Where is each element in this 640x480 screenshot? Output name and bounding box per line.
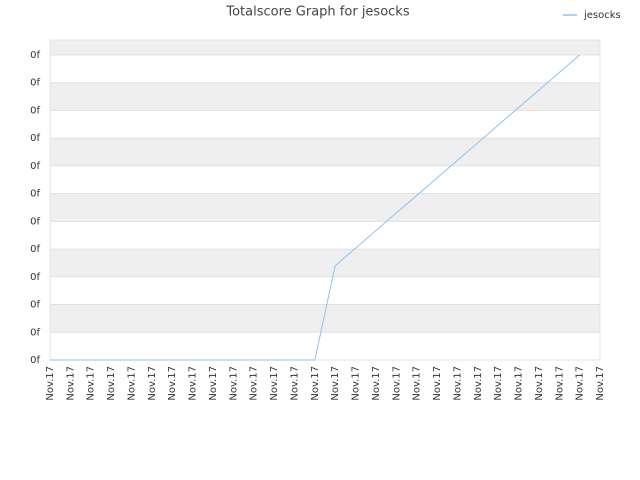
x-tick-label: Nov.17 xyxy=(595,366,606,401)
plot-band xyxy=(50,54,600,83)
x-tick-label: Nov.17 xyxy=(310,366,321,401)
plot-band xyxy=(50,221,600,250)
series-line xyxy=(50,54,580,361)
y-tick-label: 0f xyxy=(30,272,40,283)
x-tick-label: Nov.17 xyxy=(126,366,137,401)
x-tick-label: Nov.17 xyxy=(45,366,56,401)
x-tick-label: Nov.17 xyxy=(269,366,280,401)
x-tick-label: Nov.17 xyxy=(371,366,382,401)
x-tick-label: Nov.17 xyxy=(228,366,239,401)
x-tick-label: Nov.17 xyxy=(147,366,158,401)
x-tick-label: Nov.17 xyxy=(330,366,341,401)
plot-band xyxy=(50,249,600,277)
y-tick-label: 0f xyxy=(30,244,40,255)
y-tick-label: 0f xyxy=(30,161,40,172)
x-tick-label: Nov.17 xyxy=(208,366,219,401)
chart-title: Totalscore Graph for jesocks xyxy=(225,5,409,20)
x-tick-label: Nov.17 xyxy=(188,366,199,401)
x-tick-label: Nov.17 xyxy=(473,366,484,401)
y-tick-label: 0f xyxy=(30,50,40,61)
plot-border xyxy=(49,39,601,361)
x-tick-label: Nov.17 xyxy=(65,366,76,401)
x-tick-label: Nov.17 xyxy=(167,366,178,401)
y-tick-label: 0f xyxy=(30,355,40,366)
plot-band xyxy=(50,40,600,55)
x-tick-label: Nov.17 xyxy=(249,366,260,401)
x-tick-label: Nov.17 xyxy=(514,366,525,401)
y-tick-label: 0f xyxy=(30,300,40,311)
plot-band xyxy=(50,332,600,360)
x-tick-label: Nov.17 xyxy=(534,366,545,401)
plot-band xyxy=(50,276,600,305)
y-tick-label: 0f xyxy=(30,105,40,116)
x-tick-label: Nov.17 xyxy=(452,366,463,401)
y-tick-label: 0f xyxy=(30,216,40,227)
y-tick-label: 0f xyxy=(30,133,40,144)
y-tick-label: 0f xyxy=(30,78,40,89)
x-tick-label: Nov.17 xyxy=(351,366,362,401)
legend-label: jesocks xyxy=(583,10,621,21)
x-tick-label: Nov.17 xyxy=(412,366,423,401)
plot-band xyxy=(50,82,600,111)
x-tick-label: Nov.17 xyxy=(289,366,300,401)
plot-band xyxy=(50,110,600,139)
plot-band xyxy=(50,304,600,333)
x-tick-label: Nov.17 xyxy=(432,366,443,401)
y-tick-label: 0f xyxy=(30,327,40,338)
plot-band xyxy=(50,165,600,194)
plot-band xyxy=(50,138,600,166)
x-tick-label: Nov.17 xyxy=(391,366,402,401)
y-tick-label: 0f xyxy=(30,189,40,200)
x-tick-label: Nov.17 xyxy=(575,366,586,401)
plot-band xyxy=(50,193,600,222)
x-tick-label: Nov.17 xyxy=(493,366,504,401)
x-tick-label: Nov.17 xyxy=(554,366,565,401)
x-tick-label: Nov.17 xyxy=(86,366,97,401)
x-tick-label: Nov.17 xyxy=(106,366,117,401)
